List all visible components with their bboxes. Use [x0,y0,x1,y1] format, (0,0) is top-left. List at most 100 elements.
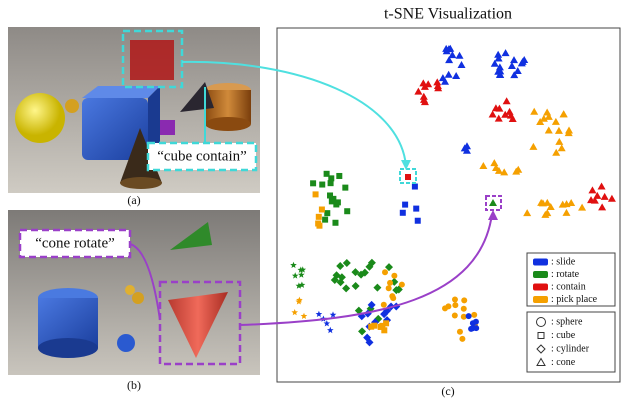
marker [601,193,609,200]
marker [301,313,308,319]
marker [399,282,405,288]
marker [529,143,537,150]
legend-label: : cone [551,357,576,368]
marker [371,323,377,329]
legend-label: : sphere [551,316,583,327]
marker [458,61,466,68]
marker [489,110,497,117]
marker [490,159,498,166]
marker [506,108,514,115]
legend-label: : cylinder [551,343,590,354]
marker [373,284,381,292]
legend-swatch [533,296,548,303]
marker [552,118,560,125]
marker [473,319,479,325]
callout-text: “cube contain” [157,148,247,164]
marker [558,144,566,151]
marker [319,182,325,188]
marker [470,325,476,331]
caption: (c) [441,384,454,398]
marker [322,217,328,223]
marker [310,180,316,186]
marker [452,312,458,318]
marker [502,49,510,56]
marker [598,183,606,190]
marker [324,171,330,177]
marker [381,302,387,308]
marker [315,220,321,226]
marker [332,220,338,226]
marker [400,210,406,216]
marker [342,185,348,191]
marker [336,173,342,179]
caption: (b) [127,378,141,392]
chart-title: t-SNE Visualization [384,6,512,23]
marker [352,282,360,290]
marker [413,206,419,212]
marker [324,210,330,216]
marker [389,293,395,299]
marker [555,138,563,145]
marker [316,311,323,317]
marker [452,297,458,303]
marker [412,184,418,190]
legend: : slide: rotate: contain: pick place: sp… [527,253,615,372]
marker [456,52,464,59]
marker [457,329,463,335]
callout-text: “cone rotate” [35,235,115,251]
marker [479,162,487,169]
scene-a: “cube contain” [8,27,260,193]
marker [494,51,502,58]
arrowhead [488,210,498,220]
marker [495,115,503,122]
marker [461,306,467,312]
marker [415,218,421,224]
marker [319,207,325,213]
marker [459,336,465,342]
marker [545,126,553,133]
caption: (a) [127,193,140,207]
marker [461,297,467,303]
marker [578,204,586,211]
legend-swatch [533,271,548,278]
marker [510,56,518,63]
legend-swatch [533,284,548,291]
figure: “cube contain” (a) “cone rotate” (b) t-S… [0,0,624,399]
marker [358,327,366,335]
marker [562,209,570,216]
marker [344,208,350,214]
marker [391,273,397,279]
marker [598,203,606,210]
marker [466,313,472,319]
marker [379,323,385,329]
marker [402,202,408,208]
marker [342,284,350,292]
point [489,199,497,206]
marker [452,72,460,79]
marker [316,214,322,220]
marker [445,71,453,78]
legend-swatch [533,259,548,266]
marker [313,191,319,197]
marker [329,198,335,204]
marker [588,186,596,193]
marker [292,272,299,278]
marker [503,97,511,104]
marker [336,262,344,270]
marker [560,110,568,117]
marker [530,108,538,115]
point [405,174,411,180]
marker [291,309,298,315]
marker [555,127,563,134]
scene-b: “cone rotate” [8,210,260,375]
marker [452,302,458,308]
marker [523,209,531,216]
marker [386,285,392,291]
legend-label: : contain [551,281,586,292]
marker [343,259,351,267]
marker [608,195,616,202]
marker [543,109,551,116]
arrow [240,214,492,325]
legend-label: : pick place [551,294,598,305]
marker [445,303,451,309]
